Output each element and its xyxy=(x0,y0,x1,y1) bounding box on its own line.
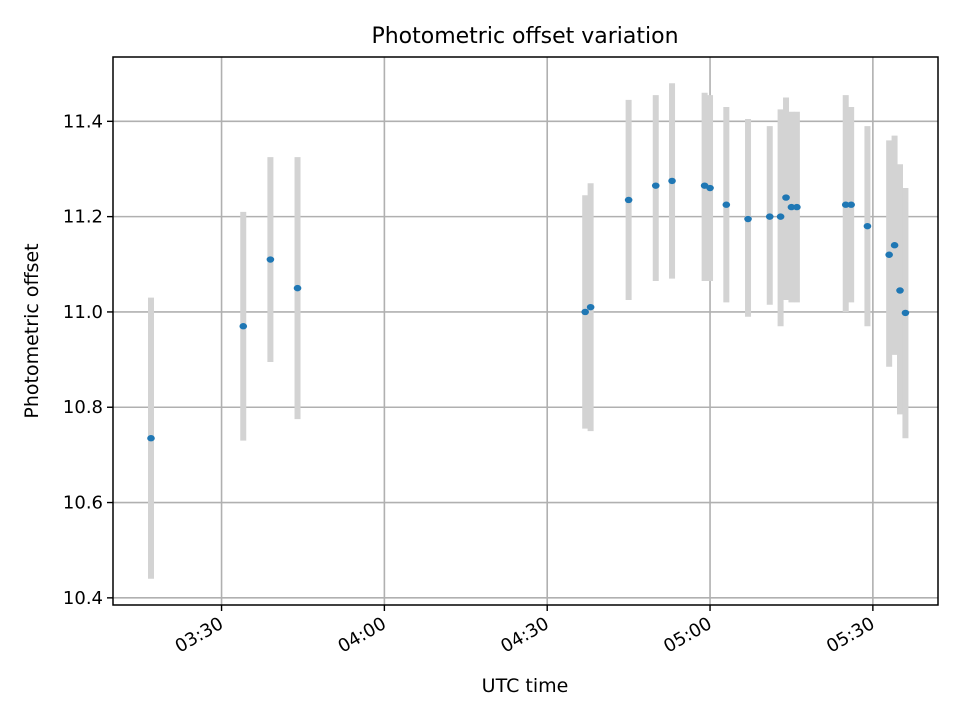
plot-frame xyxy=(112,56,939,606)
x-axis-label: UTC time xyxy=(482,675,569,697)
data-point xyxy=(890,242,899,249)
data-point xyxy=(651,182,660,189)
data-point xyxy=(239,323,248,330)
data-point xyxy=(586,303,595,311)
data-point xyxy=(847,201,855,208)
y-tick-label: 10.6 xyxy=(63,493,103,514)
data-point xyxy=(896,287,904,294)
y-tick-label: 11.0 xyxy=(63,302,103,323)
data-point xyxy=(765,213,774,220)
data-point xyxy=(293,284,302,292)
y-tick-label: 11.4 xyxy=(63,111,103,132)
y-tick-label: 11.2 xyxy=(63,207,103,228)
data-point xyxy=(624,196,633,204)
data-point xyxy=(668,177,676,185)
y-axis-label: Photometric offset xyxy=(21,243,43,418)
data-point xyxy=(266,256,275,263)
data-point xyxy=(744,215,752,223)
data-point xyxy=(787,203,796,211)
data-point xyxy=(706,184,714,192)
data-point xyxy=(793,203,801,211)
y-tick-label: 10.8 xyxy=(63,397,103,418)
y-tick-label: 10.4 xyxy=(63,588,103,609)
data-point xyxy=(863,222,872,230)
data-point xyxy=(885,251,893,258)
y-axis-ticks: 10.4 10.6 10.8 11.0 11.2 11.4 xyxy=(63,111,113,609)
chart-title: Photometric offset variation xyxy=(371,24,678,49)
data-point xyxy=(581,308,590,316)
data-point xyxy=(901,309,910,317)
data-point xyxy=(147,435,155,442)
data-point xyxy=(782,194,790,201)
data-point xyxy=(841,201,850,208)
data-point xyxy=(776,213,785,220)
grid xyxy=(113,57,938,605)
data-point xyxy=(722,201,731,208)
data-points xyxy=(147,177,910,442)
